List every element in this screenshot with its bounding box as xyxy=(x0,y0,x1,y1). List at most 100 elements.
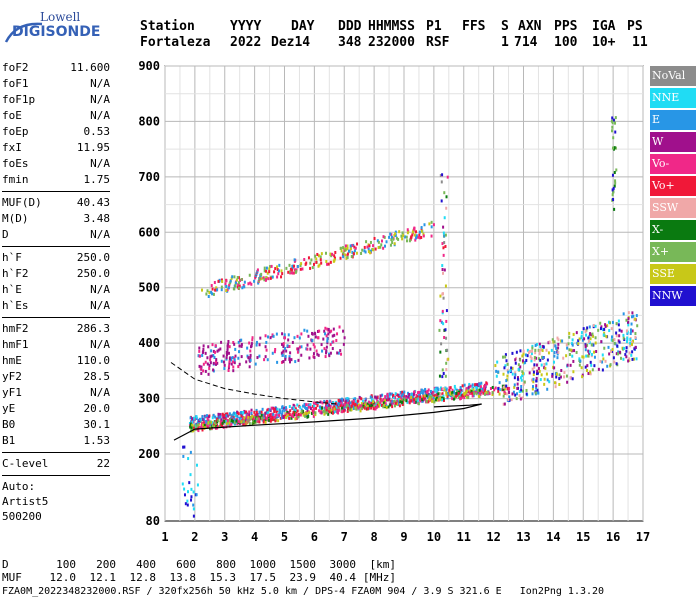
echo-point xyxy=(557,350,560,354)
echo-point xyxy=(348,408,351,412)
echo-point xyxy=(221,421,224,425)
echo-point xyxy=(183,445,186,449)
echo-point xyxy=(329,351,332,355)
echo-point xyxy=(333,333,336,337)
echo-point xyxy=(326,337,329,341)
echo-point xyxy=(586,368,589,372)
echo-point xyxy=(351,250,354,254)
echo-point xyxy=(248,422,251,426)
echo-point xyxy=(337,398,340,402)
echo-point xyxy=(238,284,241,288)
echo-point xyxy=(210,284,213,288)
echo-point xyxy=(320,343,323,347)
echo-point xyxy=(328,354,331,358)
echo-point xyxy=(312,401,315,405)
echo-point xyxy=(232,341,235,345)
echo-point xyxy=(528,371,531,375)
echo-point xyxy=(253,279,256,283)
echo-point xyxy=(300,353,303,357)
echo-point xyxy=(325,408,328,412)
echo-point xyxy=(445,361,448,365)
echo-point xyxy=(387,405,390,409)
echo-point xyxy=(249,349,252,353)
echo-point xyxy=(335,403,338,407)
echo-point xyxy=(401,400,404,404)
echo-point xyxy=(253,410,256,414)
echo-point xyxy=(629,341,632,345)
echo-point xyxy=(480,381,483,385)
header-label-3: DDD xyxy=(338,19,362,34)
echo-point xyxy=(337,404,340,408)
echo-point xyxy=(625,349,628,353)
echo-point xyxy=(442,394,445,398)
echo-point xyxy=(274,414,277,418)
echo-point xyxy=(505,392,508,396)
echo-point xyxy=(342,251,345,255)
echo-point xyxy=(339,404,342,408)
echo-point xyxy=(575,331,578,335)
echo-point xyxy=(266,271,269,275)
echo-point xyxy=(196,483,199,487)
echo-point xyxy=(266,414,269,418)
param-name: foE xyxy=(2,109,22,122)
echo-point xyxy=(514,371,517,375)
y-tick-label: 300 xyxy=(138,392,160,406)
echo-point xyxy=(442,322,445,326)
echo-point xyxy=(248,413,251,417)
echo-point xyxy=(466,389,469,393)
echo-point xyxy=(337,351,340,355)
echo-point xyxy=(342,246,345,250)
echo-point xyxy=(339,256,342,260)
echo-point xyxy=(219,347,222,351)
echo-point xyxy=(342,342,345,346)
echo-point xyxy=(407,395,410,399)
echo-point xyxy=(609,363,612,367)
echo-point xyxy=(568,352,571,356)
echo-point xyxy=(532,370,535,374)
echo-point xyxy=(393,242,396,246)
echo-point xyxy=(268,265,271,269)
echo-point xyxy=(384,399,387,403)
echo-point xyxy=(455,393,458,397)
echo-point xyxy=(220,420,223,424)
echo-point xyxy=(197,354,200,358)
echo-point xyxy=(240,344,243,348)
echo-point xyxy=(569,363,572,367)
echo-point xyxy=(196,423,199,427)
echo-point xyxy=(502,385,505,389)
echo-point xyxy=(416,397,419,401)
param-name: C-level xyxy=(2,457,49,470)
echo-point xyxy=(249,353,252,357)
echo-point xyxy=(255,340,258,344)
echo-point xyxy=(273,350,276,354)
x-tick-label: 3 xyxy=(221,530,228,544)
echo-point xyxy=(200,371,203,375)
header-label-2: DAY xyxy=(291,19,315,34)
echo-point xyxy=(333,256,336,260)
echo-point xyxy=(444,284,447,288)
autoscale-line: Auto: xyxy=(2,480,36,493)
echo-point xyxy=(342,398,345,402)
echo-point xyxy=(361,399,364,403)
echo-point xyxy=(590,363,593,367)
echo-point xyxy=(595,349,598,353)
param-row: foE N/A xyxy=(2,108,110,124)
echo-point xyxy=(406,228,409,232)
echo-point xyxy=(352,404,355,408)
echo-point xyxy=(197,425,200,429)
echo-point xyxy=(502,387,505,391)
echo-point xyxy=(388,395,391,399)
echo-point xyxy=(200,426,203,430)
echo-point xyxy=(570,348,573,352)
echo-point xyxy=(202,423,205,427)
echo-point xyxy=(442,225,445,229)
echo-point xyxy=(337,408,340,412)
echo-point xyxy=(560,369,563,373)
echo-point xyxy=(331,411,334,415)
echo-point xyxy=(421,399,424,403)
echo-point xyxy=(247,416,250,420)
echo-point xyxy=(633,357,636,361)
echo-point xyxy=(213,281,216,285)
echo-point xyxy=(539,345,542,349)
param-row: fxI 11.95 xyxy=(2,140,110,156)
